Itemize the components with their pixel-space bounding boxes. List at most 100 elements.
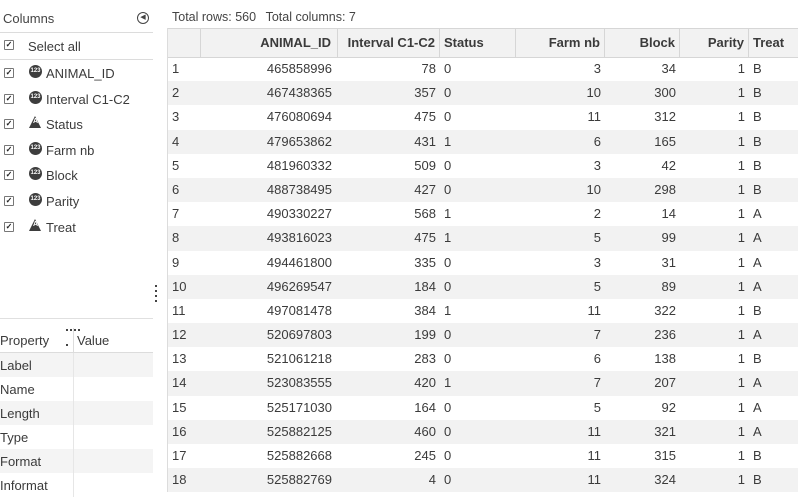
column-item[interactable]: ✓ 123 Parity	[0, 188, 153, 214]
cell-parity[interactable]: 1	[737, 157, 745, 173]
cell-block[interactable]: 92	[661, 399, 676, 415]
cell-block[interactable]: 42	[661, 157, 676, 173]
table-row[interactable]: 9 494461800 335 0 3 31 1 A	[168, 251, 798, 275]
table-row[interactable]: 16 525882125 460 0 11 321 1 A	[168, 419, 798, 444]
column-item[interactable]: ✓ 123 Block	[0, 162, 153, 188]
cell-parity[interactable]: 1	[737, 472, 745, 488]
table-row[interactable]: 13 521061218 283 0 6 138 1 B	[168, 347, 798, 371]
cell-status[interactable]: 0	[444, 85, 452, 101]
table-row[interactable]: 14 523083555 420 1 7 207 1 A	[168, 371, 798, 396]
cell-row-number[interactable]: 4	[172, 133, 180, 149]
table-row[interactable]: 18 525882769 4 0 11 324 1 B	[168, 468, 798, 493]
column-checkbox[interactable]: ✓	[4, 93, 14, 104]
cell-row-number[interactable]: 5	[172, 157, 180, 173]
cell-farm-nb[interactable]: 10	[586, 85, 601, 101]
cell-interval-c1-c2[interactable]: 431	[414, 133, 436, 149]
table-row[interactable]: 1 465858996 78 0 3 34 1 B	[168, 57, 798, 81]
cell-animal-id[interactable]: 525882769	[266, 472, 332, 488]
cell-treat[interactable]: A	[753, 327, 762, 343]
column-header-block[interactable]: Block	[605, 29, 680, 57]
cell-block[interactable]: 207	[654, 375, 676, 391]
property-row[interactable]: Format	[0, 449, 153, 473]
cell-animal-id[interactable]: 481960332	[266, 157, 332, 173]
cell-interval-c1-c2[interactable]: 283	[414, 351, 436, 367]
cell-block[interactable]: 298	[654, 181, 676, 197]
cell-parity[interactable]: 1	[737, 254, 745, 270]
cell-parity[interactable]: 1	[737, 61, 745, 76]
cell-farm-nb[interactable]: 7	[593, 327, 601, 343]
cell-treat[interactable]: B	[753, 351, 762, 367]
cell-treat[interactable]: B	[753, 472, 762, 488]
cell-interval-c1-c2[interactable]: 164	[414, 399, 436, 415]
table-row[interactable]: 7 490330227 568 1 2 14 1 A	[168, 202, 798, 226]
cell-farm-nb[interactable]: 5	[593, 278, 601, 294]
table-row[interactable]: 17 525882668 245 0 11 315 1 B	[168, 444, 798, 468]
cell-interval-c1-c2[interactable]: 384	[414, 302, 436, 318]
select-all-row[interactable]: ✓ Select all	[0, 32, 153, 60]
cell-interval-c1-c2[interactable]: 78	[421, 61, 436, 76]
cell-status[interactable]: 0	[444, 448, 452, 463]
cell-treat[interactable]: A	[753, 206, 762, 222]
cell-interval-c1-c2[interactable]: 245	[414, 448, 436, 463]
property-row[interactable]: Type	[0, 425, 153, 449]
cell-status[interactable]: 0	[444, 399, 452, 415]
table-row[interactable]: 3 476080694 475 0 11 312 1 B	[168, 105, 798, 129]
cell-animal-id[interactable]: 479653862	[266, 133, 332, 149]
cell-status[interactable]: 0	[444, 157, 452, 173]
cell-farm-nb[interactable]: 10	[586, 181, 601, 197]
cell-parity[interactable]: 1	[737, 230, 745, 246]
column-header-parity[interactable]: Parity	[680, 29, 749, 57]
table-row[interactable]: 2 467438365 357 0 10 300 1 B	[168, 81, 798, 106]
cell-farm-nb[interactable]: 11	[587, 448, 602, 463]
cell-block[interactable]: 99	[661, 230, 676, 246]
cell-status[interactable]: 1	[444, 302, 452, 318]
cell-farm-nb[interactable]: 6	[593, 133, 601, 149]
cell-treat[interactable]: B	[753, 85, 762, 101]
cell-row-number[interactable]: 7	[172, 206, 180, 222]
property-row[interactable]: Length	[0, 401, 153, 425]
table-row[interactable]: 6 488738495 427 0 10 298 1 B	[168, 177, 798, 203]
table-row[interactable]: 12 520697803 199 0 7 236 1 A	[168, 323, 798, 348]
cell-status[interactable]: 0	[444, 423, 452, 439]
cell-farm-nb[interactable]: 11	[587, 109, 602, 125]
table-row[interactable]: 11 497081478 384 1 11 322 1 B	[168, 299, 798, 323]
cell-block[interactable]: 315	[654, 448, 676, 463]
cell-block[interactable]: 321	[654, 423, 676, 439]
cell-interval-c1-c2[interactable]: 509	[414, 157, 436, 173]
column-header-status[interactable]: Status	[440, 29, 516, 57]
cell-block[interactable]: 34	[661, 61, 676, 76]
cell-parity[interactable]: 1	[737, 109, 745, 125]
cell-treat[interactable]: B	[753, 61, 762, 76]
cell-treat[interactable]: B	[753, 181, 762, 197]
cell-row-number[interactable]: 8	[172, 230, 180, 246]
cell-row-number[interactable]: 1	[172, 61, 180, 76]
cell-treat[interactable]: B	[753, 133, 762, 149]
column-checkbox[interactable]: ✓	[4, 170, 14, 181]
cell-farm-nb[interactable]: 2	[593, 206, 601, 222]
cell-interval-c1-c2[interactable]: 335	[414, 254, 436, 270]
cell-parity[interactable]: 1	[737, 181, 745, 197]
cell-farm-nb[interactable]: 5	[593, 399, 601, 415]
cell-status[interactable]: 0	[444, 254, 452, 270]
cell-status[interactable]: 0	[444, 61, 452, 76]
cell-interval-c1-c2[interactable]: 568	[414, 206, 436, 222]
cell-animal-id[interactable]: 493816023	[266, 230, 332, 246]
cell-treat[interactable]: B	[753, 302, 762, 318]
cell-row-number[interactable]: 16	[172, 423, 187, 439]
cell-interval-c1-c2[interactable]: 475	[414, 230, 436, 246]
column-checkbox[interactable]: ✓	[4, 195, 14, 206]
property-row[interactable]: Label	[0, 353, 153, 377]
cell-interval-c1-c2[interactable]: 199	[414, 327, 436, 343]
cell-interval-c1-c2[interactable]: 460	[414, 423, 436, 439]
column-header-treat[interactable]: Treat	[749, 29, 798, 57]
column-checkbox[interactable]: ✓	[4, 119, 14, 130]
cell-status[interactable]: 0	[444, 351, 452, 367]
cell-farm-nb[interactable]: 5	[593, 230, 601, 246]
cell-farm-nb[interactable]: 11	[587, 472, 602, 488]
cell-interval-c1-c2[interactable]: 184	[414, 278, 436, 294]
cell-status[interactable]: 0	[444, 278, 452, 294]
column-header-farm-nb[interactable]: Farm nb	[516, 29, 605, 57]
table-row[interactable]: 8 493816023 475 1 5 99 1 A	[168, 226, 798, 251]
cell-interval-c1-c2[interactable]: 4	[428, 472, 436, 488]
cell-interval-c1-c2[interactable]: 420	[414, 375, 436, 391]
